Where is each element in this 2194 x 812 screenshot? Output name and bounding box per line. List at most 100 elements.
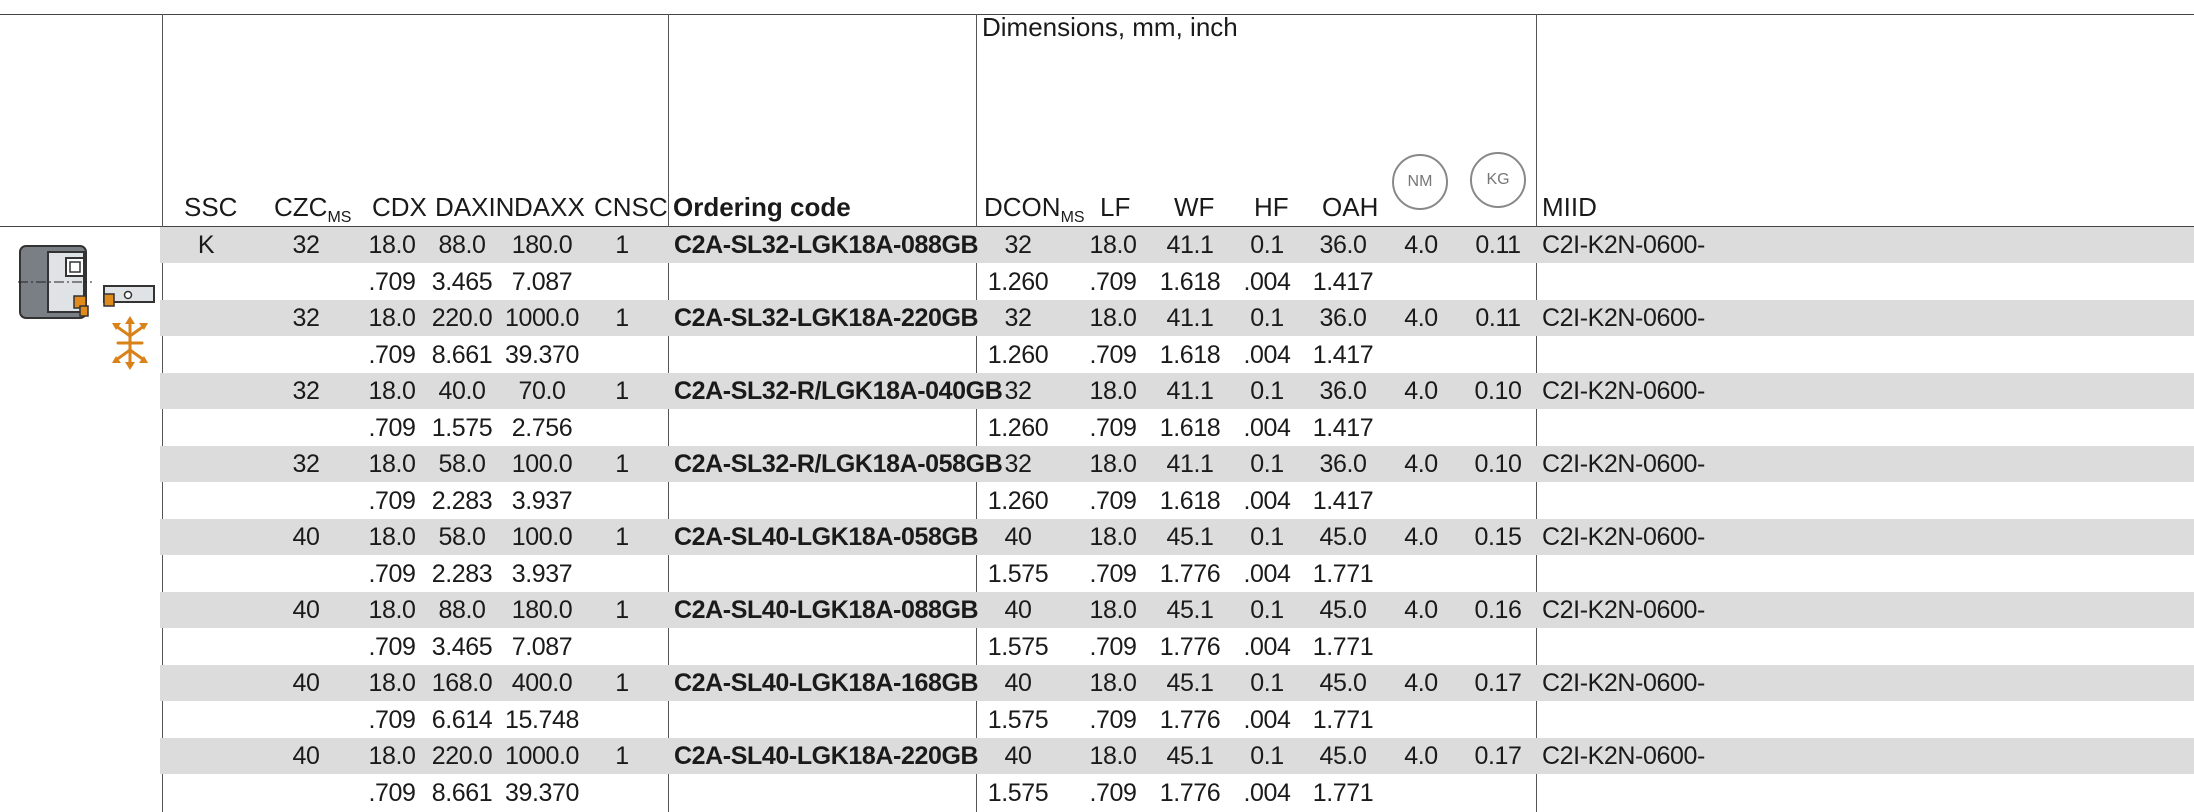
cell-oah: 45.0 (1319, 523, 1367, 551)
cell-ordering-code: C2A-SL40-LGK18A-058GB (674, 523, 979, 551)
header-czc-ms: CZCMS (274, 192, 352, 226)
cell-dcon: 32 (1004, 231, 1032, 259)
header-wf: WF (1174, 192, 1215, 222)
cell-daxin: 58.0 (438, 450, 486, 478)
cell-hf-inch: .004 (1243, 268, 1291, 296)
cell-daxx-inch: 7.087 (511, 633, 573, 661)
header-ordering-code: Ordering code (673, 192, 851, 222)
header-oah: OAH (1322, 192, 1379, 222)
cell-daxin-inch: 3.465 (431, 268, 493, 296)
header-ssc: SSC (184, 192, 238, 222)
cell-wf: 41.1 (1166, 450, 1214, 478)
table-row-band (160, 373, 2194, 409)
cell-oah-inch: 1.417 (1312, 268, 1374, 296)
header-cdx: CDX (372, 192, 427, 222)
cell-daxin: 88.0 (438, 231, 486, 259)
cell-wf: 45.1 (1166, 596, 1214, 624)
cell-daxin-inch: 6.614 (431, 706, 493, 734)
cell-lf-inch: .709 (1089, 706, 1137, 734)
cell-oah-inch: 1.771 (1312, 779, 1374, 807)
cell-cnsc: 1 (615, 304, 629, 332)
cell-dcon-inch: 1.260 (987, 268, 1049, 296)
cell-hf: 0.1 (1250, 231, 1284, 259)
cell-daxx: 70.0 (518, 377, 566, 405)
cell-dcon: 40 (1004, 742, 1032, 770)
cell-daxin: 168.0 (431, 669, 493, 697)
header-lf: LF (1100, 192, 1131, 222)
feed-directions-icon (112, 316, 148, 370)
cell-daxx-inch: 3.937 (511, 560, 573, 588)
cell-wf: 41.1 (1166, 231, 1214, 259)
cell-oah-inch: 1.771 (1312, 706, 1374, 734)
cell-hf-inch: .004 (1243, 560, 1291, 588)
cell-dcon: 32 (1004, 450, 1032, 478)
cell-ordering-code: C2A-SL40-LGK18A-168GB (674, 669, 979, 697)
table-row-band (160, 446, 2194, 482)
cell-ordering-code: C2A-SL32-LGK18A-220GB (674, 304, 979, 332)
cell-wf-inch: 1.618 (1159, 268, 1221, 296)
cell-daxin: 220.0 (431, 742, 493, 770)
cell-cdx: 18.0 (368, 523, 416, 551)
cell-miid: C2I-K2N-0600- (1542, 596, 1705, 624)
cell-wf-inch: 1.776 (1159, 633, 1221, 661)
cell-lf-inch: .709 (1089, 341, 1137, 369)
cell-cdx-inch: .709 (368, 414, 416, 442)
cell-daxx-inch: 2.756 (511, 414, 573, 442)
col-divider (1536, 14, 1537, 812)
cell-dcon: 32 (1004, 377, 1032, 405)
cell-cdx-inch: .709 (368, 560, 416, 588)
cell-oah: 45.0 (1319, 669, 1367, 697)
table-row-band (160, 592, 2194, 628)
cell-oah-inch: 1.417 (1312, 487, 1374, 515)
cell-daxx: 400.0 (511, 669, 573, 697)
top-rule (0, 14, 2194, 15)
cell-kg: 0.11 (1475, 304, 1521, 332)
cell-daxin-inch: 8.661 (431, 341, 493, 369)
cell-nm: 4.0 (1404, 742, 1438, 770)
cell-dcon-inch: 1.260 (987, 487, 1049, 515)
cell-cnsc: 1 (615, 596, 629, 624)
cell-lf: 18.0 (1089, 377, 1137, 405)
cell-daxin-inch: 2.283 (431, 560, 493, 588)
header-dcon-ms: DCONMS (984, 192, 1085, 226)
cell-lf: 18.0 (1089, 450, 1137, 478)
cell-daxx-inch: 39.370 (504, 341, 580, 369)
cell-lf-inch: .709 (1089, 487, 1137, 515)
cell-lf-inch: .709 (1089, 633, 1137, 661)
cell-lf: 18.0 (1089, 523, 1137, 551)
cell-hf-inch: .004 (1243, 414, 1291, 442)
cell-cdx-inch: .709 (368, 706, 416, 734)
header-rule (0, 226, 2194, 227)
cell-wf-inch: 1.776 (1159, 560, 1221, 588)
cell-daxin: 58.0 (438, 523, 486, 551)
cell-lf-inch: .709 (1089, 779, 1137, 807)
cell-czc: 32 (292, 231, 320, 259)
cell-nm: 4.0 (1404, 669, 1438, 697)
cell-daxin: 88.0 (438, 596, 486, 624)
cell-ordering-code: C2A-SL40-LGK18A-220GB (674, 742, 979, 770)
cell-hf: 0.1 (1250, 450, 1284, 478)
col-divider (976, 14, 977, 812)
header-cnsc: CNSC (594, 192, 668, 222)
cell-hf-inch: .004 (1243, 779, 1291, 807)
nm-torque-icon: NM (1392, 154, 1448, 210)
cell-miid: C2I-K2N-0600- (1542, 742, 1705, 770)
cell-dcon-inch: 1.260 (987, 414, 1049, 442)
cell-czc: 40 (292, 669, 320, 697)
cell-lf: 18.0 (1089, 742, 1137, 770)
cell-czc: 40 (292, 742, 320, 770)
cell-cdx: 18.0 (368, 596, 416, 624)
kg-weight-icon: KG (1470, 152, 1526, 208)
cell-oah: 36.0 (1319, 377, 1367, 405)
cell-wf: 45.1 (1166, 523, 1214, 551)
header-miid: MIID (1542, 192, 1597, 222)
header-daxx: DAXX (514, 192, 585, 222)
cell-nm: 4.0 (1404, 231, 1438, 259)
cell-nm: 4.0 (1404, 450, 1438, 478)
cell-lf-inch: .709 (1089, 560, 1137, 588)
col-divider (162, 14, 163, 812)
cell-wf-inch: 1.618 (1159, 487, 1221, 515)
cell-daxin-inch: 8.661 (431, 779, 493, 807)
cell-oah-inch: 1.417 (1312, 341, 1374, 369)
cell-hf-inch: .004 (1243, 633, 1291, 661)
